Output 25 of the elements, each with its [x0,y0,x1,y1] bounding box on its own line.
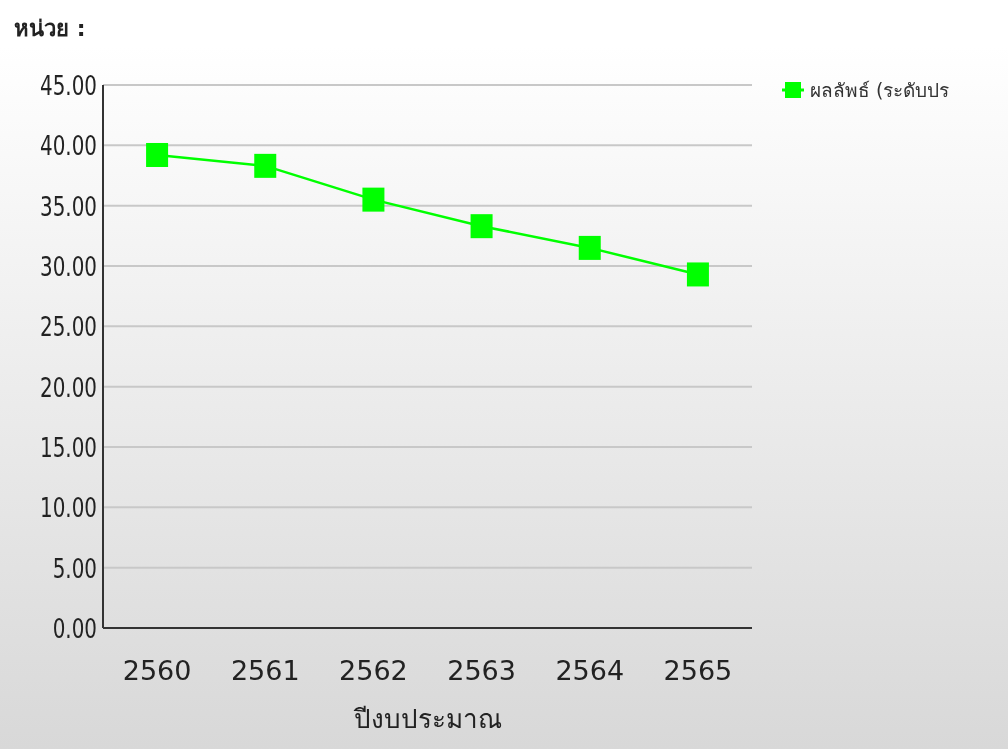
y-tick-label: 0.00 [52,612,97,645]
y-tick-label: 15.00 [40,431,97,464]
y-tick-label: 40.00 [40,130,97,162]
x-tick-label: 2562 [339,655,408,686]
point [686,262,709,287]
y-axis-title: หน่วย : [14,16,86,41]
x-tick-label: 2560 [122,655,192,686]
legend-label: ผลลัพธ์ (ระดับปร [810,79,950,101]
point [146,142,169,167]
point [254,153,277,178]
y-tick-label: 25.00 [40,311,97,343]
x-tick-label: 2564 [555,655,625,686]
point [470,214,493,239]
x-axis-title: ปีงบประมาณ [352,704,502,734]
y-tick-label: 30.00 [40,250,97,283]
point [362,187,385,212]
y-tick-label: 35.00 [40,190,97,223]
x-tick-label: 2565 [663,655,733,686]
y-tick-label: 20.00 [40,371,97,404]
x-tick-label: 2563 [447,655,516,686]
x-tick-label: 2561 [230,655,300,686]
point [578,235,601,260]
y-tick-label: 5.00 [52,552,97,585]
y-tick-label: 10.00 [40,492,97,524]
y-tick-label: 45.00 [40,69,97,102]
